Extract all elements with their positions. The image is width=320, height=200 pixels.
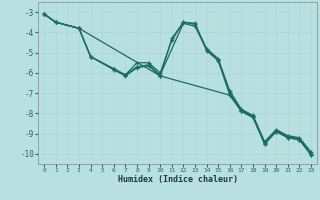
X-axis label: Humidex (Indice chaleur): Humidex (Indice chaleur) [118, 175, 238, 184]
